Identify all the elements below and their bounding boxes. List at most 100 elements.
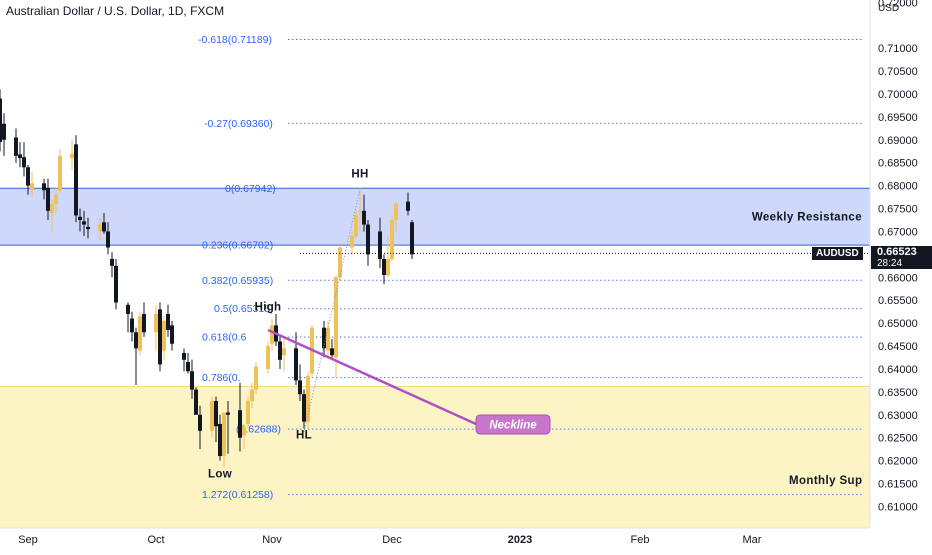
candle-bearish[interactable] — [194, 387, 198, 415]
candle-bearish[interactable] — [78, 208, 82, 232]
candle-bullish[interactable] — [222, 412, 226, 468]
candle-bearish[interactable] — [74, 135, 78, 223]
fib-level-label: 0.382(0.65935) — [202, 275, 273, 287]
time-tick-label: Nov — [262, 534, 282, 546]
candle-bullish[interactable] — [70, 139, 74, 170]
candle-body — [210, 401, 214, 431]
neckline-line[interactable] — [267, 328, 477, 426]
candle-bearish[interactable] — [22, 142, 26, 177]
candle-bullish[interactable] — [98, 217, 102, 241]
candle-bullish[interactable] — [386, 236, 390, 278]
candle-bullish[interactable] — [350, 231, 354, 255]
candle-bearish[interactable] — [46, 178, 50, 220]
candle-bearish[interactable] — [362, 194, 366, 232]
candle-bearish[interactable] — [106, 222, 110, 255]
candle-bearish[interactable] — [198, 405, 202, 450]
candle-bearish[interactable] — [2, 113, 6, 156]
candle-bullish[interactable] — [154, 304, 158, 351]
candle-bearish[interactable] — [238, 382, 242, 452]
candle-body — [294, 348, 298, 381]
candle-bearish[interactable] — [82, 210, 86, 237]
candle-bearish[interactable] — [330, 339, 334, 360]
candle-bullish[interactable] — [30, 171, 34, 198]
time-tick-label: Oct — [147, 534, 164, 546]
candle-body — [394, 203, 398, 220]
candle-bearish[interactable] — [182, 348, 186, 372]
swing-annotation-high: High — [255, 301, 282, 313]
candle-body — [298, 380, 302, 395]
candle-body — [78, 216, 82, 220]
candle-bearish[interactable] — [294, 332, 298, 385]
candle-bearish[interactable] — [410, 220, 414, 259]
candle-bullish[interactable] — [282, 336, 286, 372]
candle-bearish[interactable] — [166, 304, 170, 337]
candle-bearish[interactable] — [14, 128, 18, 163]
candle-bearish[interactable] — [190, 359, 194, 399]
candle-bullish[interactable] — [50, 199, 54, 232]
candle-bullish[interactable] — [338, 245, 342, 282]
candle-bearish[interactable] — [406, 192, 410, 216]
candle-bearish[interactable] — [42, 178, 46, 200]
candle-bearish[interactable] — [0, 89, 2, 152]
candle-bearish[interactable] — [366, 220, 370, 266]
candle-body — [270, 325, 274, 344]
candle-bearish[interactable] — [102, 213, 106, 234]
candle-bearish[interactable] — [302, 389, 306, 429]
candle-body — [238, 410, 242, 438]
price-tick-label: 0.69000 — [878, 135, 918, 147]
price-tick-label: 0.61500 — [878, 479, 918, 491]
candle-bearish[interactable] — [214, 396, 218, 443]
candle-bearish[interactable] — [186, 352, 190, 374]
candle-bullish[interactable] — [254, 362, 258, 395]
candle-bearish[interactable] — [226, 401, 230, 454]
candle-bullish[interactable] — [394, 201, 398, 232]
candle-bullish[interactable] — [390, 215, 394, 262]
candle-bearish[interactable] — [126, 302, 130, 333]
candle-body — [366, 224, 370, 255]
candle-bullish[interactable] — [246, 396, 250, 429]
price-tick-label: 0.65000 — [878, 318, 918, 330]
candle-body — [58, 155, 62, 191]
candle-bullish[interactable] — [266, 341, 270, 374]
candle-bullish[interactable] — [250, 382, 254, 408]
candle-bearish[interactable] — [170, 320, 174, 351]
candle-bearish[interactable] — [130, 311, 134, 342]
candle-bullish[interactable] — [270, 318, 274, 351]
candle-bearish[interactable] — [110, 252, 114, 278]
candle-bullish[interactable] — [326, 320, 330, 358]
candle-bullish[interactable] — [242, 423, 246, 450]
candle-bullish[interactable] — [210, 396, 214, 438]
candle-body — [322, 327, 326, 349]
candle-body — [2, 123, 6, 140]
candle-bearish[interactable] — [218, 414, 222, 461]
candle-body — [218, 423, 222, 457]
candle-bearish[interactable] — [134, 327, 138, 385]
candle-bearish[interactable] — [26, 165, 30, 195]
price-tick-label: 0.69500 — [878, 112, 918, 124]
candle-bullish[interactable] — [54, 187, 58, 214]
fib-level-label: -0.618(0.71189) — [198, 34, 272, 46]
candle-bearish[interactable] — [382, 254, 386, 285]
candle-bullish[interactable] — [306, 371, 310, 429]
candle-bullish[interactable] — [138, 311, 142, 356]
candle-bearish[interactable] — [18, 142, 22, 168]
candle-body — [302, 394, 306, 422]
candle-bearish[interactable] — [278, 334, 282, 369]
candle-bullish[interactable] — [358, 187, 362, 232]
candle-bearish[interactable] — [322, 320, 326, 358]
candle-bearish[interactable] — [114, 258, 118, 310]
candle-bearish[interactable] — [142, 302, 146, 337]
candle-bullish[interactable] — [162, 316, 166, 360]
candle-body — [46, 187, 50, 211]
candle-bearish[interactable] — [158, 302, 162, 372]
candle-bullish[interactable] — [354, 210, 358, 239]
candle-bearish[interactable] — [298, 364, 302, 402]
candle-bearish[interactable] — [86, 217, 90, 239]
candle-bearish[interactable] — [274, 313, 278, 347]
symbol-tag: AUDUSD — [812, 247, 863, 261]
candle-bearish[interactable] — [378, 217, 382, 269]
candle-bullish[interactable] — [58, 148, 62, 193]
candle-body — [114, 265, 118, 303]
